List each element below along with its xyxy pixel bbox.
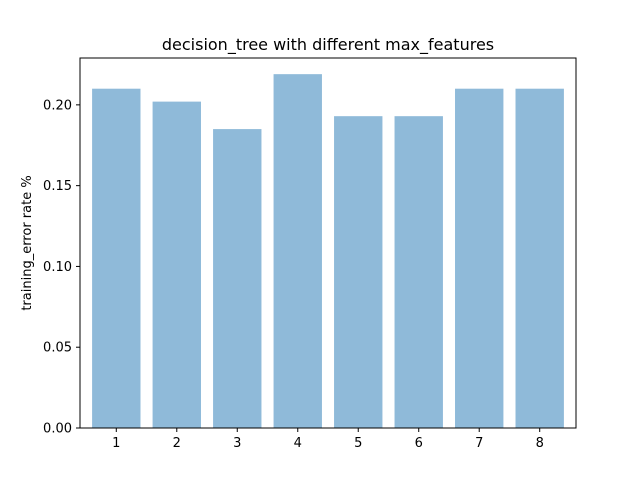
chart-title: decision_tree with different max_feature… xyxy=(162,35,494,55)
bar-6 xyxy=(394,116,443,429)
x-tick-label: 3 xyxy=(233,436,241,451)
x-axis-ticks: 1 2 3 4 5 6 7 8 xyxy=(112,428,544,451)
bar-3 xyxy=(213,129,262,428)
x-tick-label: 8 xyxy=(536,436,544,451)
bar-2 xyxy=(152,101,201,429)
y-tick-label: 0.05 xyxy=(43,341,72,356)
y-tick-label: 0.00 xyxy=(43,422,72,437)
y-axis-ticks: 0.00 0.05 0.10 0.15 0.20 xyxy=(43,98,80,437)
y-tick-label: 0.20 xyxy=(43,98,72,113)
bar-4 xyxy=(273,74,322,428)
bar-8 xyxy=(515,88,564,428)
y-tick-label: 0.10 xyxy=(43,260,72,275)
x-tick-label: 5 xyxy=(354,436,362,451)
x-tick-label: 2 xyxy=(173,436,181,451)
bar-5 xyxy=(334,116,383,429)
x-tick-label: 6 xyxy=(415,436,423,451)
bars-group xyxy=(92,74,564,429)
y-axis-label: training_error rate % xyxy=(20,175,35,310)
plot-frame xyxy=(79,57,577,429)
bar-1 xyxy=(92,88,141,428)
x-tick-label: 4 xyxy=(294,436,302,451)
x-tick-label: 7 xyxy=(475,436,483,451)
x-tick-label: 1 xyxy=(112,436,120,451)
bar-7 xyxy=(455,88,504,428)
y-tick-label: 0.15 xyxy=(43,179,72,194)
